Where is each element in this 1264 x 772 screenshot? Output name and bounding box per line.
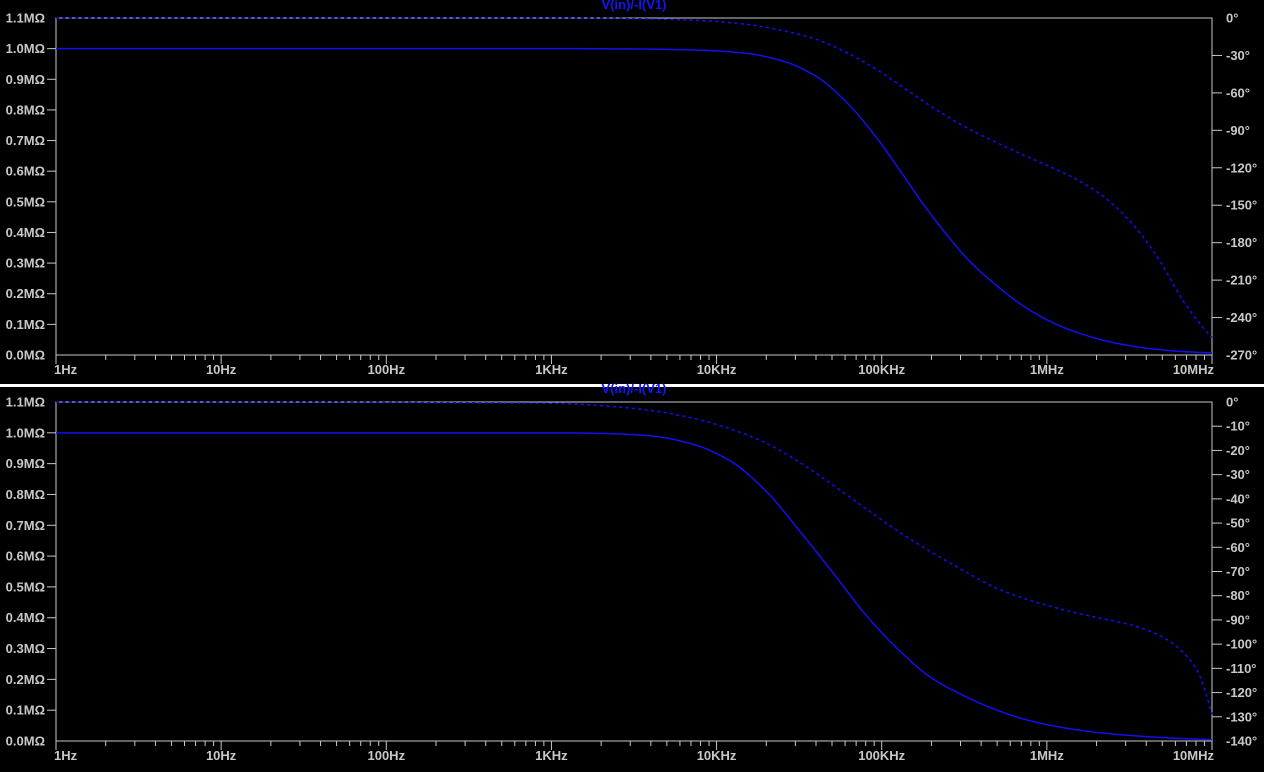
svg-text:0.0MΩ: 0.0MΩ bbox=[6, 734, 45, 749]
svg-text:-180°: -180° bbox=[1226, 235, 1257, 250]
svg-text:-100°: -100° bbox=[1226, 637, 1257, 652]
svg-text:-60°: -60° bbox=[1226, 85, 1250, 100]
svg-text:0°: 0° bbox=[1226, 395, 1238, 410]
svg-text:-40°: -40° bbox=[1226, 491, 1250, 506]
svg-text:-60°: -60° bbox=[1226, 540, 1250, 555]
svg-text:V(in)/-I(V1): V(in)/-I(V1) bbox=[602, 0, 667, 12]
svg-text:-20°: -20° bbox=[1226, 443, 1250, 458]
svg-text:1MHz: 1MHz bbox=[1030, 362, 1064, 377]
svg-text:0°: 0° bbox=[1226, 11, 1238, 26]
svg-text:100Hz: 100Hz bbox=[367, 362, 405, 377]
svg-text:-110°: -110° bbox=[1226, 661, 1257, 676]
svg-text:0.0MΩ: 0.0MΩ bbox=[6, 348, 45, 363]
svg-text:-140°: -140° bbox=[1226, 734, 1257, 749]
svg-text:1KHz: 1KHz bbox=[535, 748, 568, 763]
svg-text:-90°: -90° bbox=[1226, 612, 1250, 627]
svg-text:1MHz: 1MHz bbox=[1030, 748, 1064, 763]
svg-text:-130°: -130° bbox=[1226, 709, 1257, 724]
svg-text:-270°: -270° bbox=[1226, 348, 1257, 363]
svg-text:0.2MΩ: 0.2MΩ bbox=[6, 672, 45, 687]
svg-text:0.4MΩ: 0.4MΩ bbox=[6, 225, 45, 240]
svg-text:0.8MΩ: 0.8MΩ bbox=[6, 102, 45, 117]
svg-text:0.5MΩ: 0.5MΩ bbox=[6, 194, 45, 209]
svg-text:1Hz: 1Hz bbox=[54, 748, 78, 763]
svg-text:0.9MΩ: 0.9MΩ bbox=[6, 456, 45, 471]
svg-text:0.7MΩ: 0.7MΩ bbox=[6, 133, 45, 148]
svg-text:10MHz: 10MHz bbox=[1173, 748, 1215, 763]
svg-text:1.0MΩ: 1.0MΩ bbox=[6, 41, 45, 56]
svg-text:-120°: -120° bbox=[1226, 160, 1257, 175]
svg-text:-240°: -240° bbox=[1226, 310, 1257, 325]
svg-text:-80°: -80° bbox=[1226, 588, 1250, 603]
svg-text:-210°: -210° bbox=[1226, 273, 1257, 288]
svg-text:0.8MΩ: 0.8MΩ bbox=[6, 487, 45, 502]
svg-text:10KHz: 10KHz bbox=[697, 362, 737, 377]
svg-text:0.3MΩ: 0.3MΩ bbox=[6, 256, 45, 271]
svg-text:-90°: -90° bbox=[1226, 123, 1250, 138]
svg-text:V(in)/-I(V1): V(in)/-I(V1) bbox=[602, 381, 667, 396]
svg-text:1Hz: 1Hz bbox=[54, 362, 78, 377]
svg-text:-30°: -30° bbox=[1226, 48, 1250, 63]
svg-text:1KHz: 1KHz bbox=[535, 362, 568, 377]
svg-text:-150°: -150° bbox=[1226, 198, 1257, 213]
svg-text:0.3MΩ: 0.3MΩ bbox=[6, 641, 45, 656]
svg-text:0.4MΩ: 0.4MΩ bbox=[6, 610, 45, 625]
svg-text:10Hz: 10Hz bbox=[206, 362, 237, 377]
svg-text:1.1MΩ: 1.1MΩ bbox=[6, 11, 45, 26]
svg-text:-30°: -30° bbox=[1226, 467, 1250, 482]
svg-text:-50°: -50° bbox=[1226, 516, 1250, 531]
svg-text:0.6MΩ: 0.6MΩ bbox=[6, 549, 45, 564]
svg-text:10MHz: 10MHz bbox=[1173, 362, 1215, 377]
svg-text:10Hz: 10Hz bbox=[206, 748, 237, 763]
svg-text:100KHz: 100KHz bbox=[858, 748, 905, 763]
svg-text:0.6MΩ: 0.6MΩ bbox=[6, 164, 45, 179]
svg-text:10KHz: 10KHz bbox=[697, 748, 737, 763]
svg-text:100Hz: 100Hz bbox=[367, 748, 405, 763]
svg-text:0.1MΩ: 0.1MΩ bbox=[6, 317, 45, 332]
svg-text:0.2MΩ: 0.2MΩ bbox=[6, 286, 45, 301]
svg-text:-120°: -120° bbox=[1226, 685, 1257, 700]
svg-text:0.9MΩ: 0.9MΩ bbox=[6, 72, 45, 87]
svg-text:-10°: -10° bbox=[1226, 419, 1250, 434]
svg-text:1.0MΩ: 1.0MΩ bbox=[6, 425, 45, 440]
svg-text:0.1MΩ: 0.1MΩ bbox=[6, 703, 45, 718]
svg-text:1.1MΩ: 1.1MΩ bbox=[6, 395, 45, 410]
svg-text:0.5MΩ: 0.5MΩ bbox=[6, 579, 45, 594]
svg-text:0.7MΩ: 0.7MΩ bbox=[6, 518, 45, 533]
svg-text:-70°: -70° bbox=[1226, 564, 1250, 579]
svg-text:100KHz: 100KHz bbox=[858, 362, 905, 377]
